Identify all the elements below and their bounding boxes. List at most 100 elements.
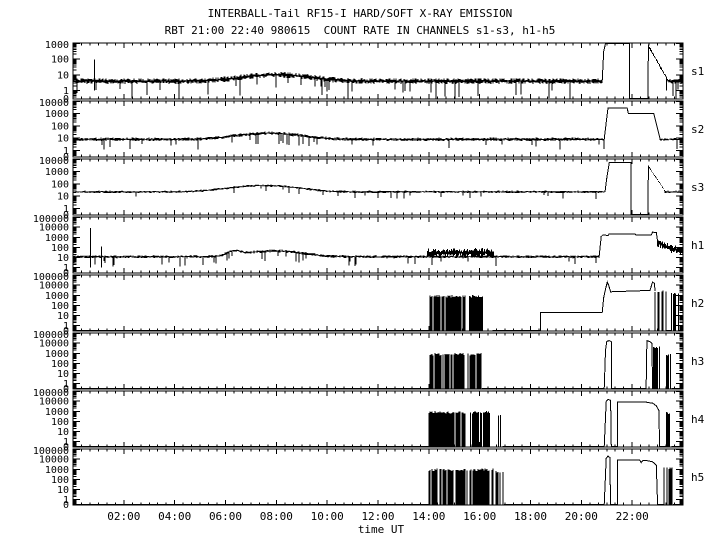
trace-s3-noisy — [664, 190, 683, 193]
y-tick-label: 1000 — [45, 291, 69, 302]
y-tick-label: 10 — [57, 485, 69, 496]
trace-h4-line — [603, 398, 612, 448]
y-tick-label: 10 — [57, 134, 69, 145]
y-tick-label: 1000 — [45, 465, 69, 476]
trace-s2-noisy — [72, 131, 605, 150]
trace-h5-bursts — [469, 468, 494, 505]
panel-frame — [72, 216, 684, 274]
trace-h3-bursts — [467, 353, 482, 389]
y-tick-label: 10000 — [39, 281, 69, 292]
x-tick-label: 18:00 — [514, 510, 547, 523]
chart-subtitle: RBT 21:00 22:40 980615 COUNT RATE IN CHA… — [164, 24, 556, 37]
y-tick-label: 1000 — [45, 407, 69, 418]
trace-s3-noisy — [647, 165, 665, 191]
y-tick-label: 10 — [57, 253, 69, 264]
trace-h4-bursts — [428, 411, 466, 447]
y-tick-label: 10000 — [39, 339, 69, 350]
y-tick-label: 100 — [51, 475, 69, 486]
y-tick-label: 100000 — [33, 388, 69, 399]
y-tick-label: 100 — [51, 243, 69, 254]
y-tick-label: 100000 — [33, 272, 69, 283]
trace-h5-line — [603, 455, 612, 506]
y-tick-label: 1 — [63, 263, 69, 274]
trace-h5-bursts — [495, 470, 504, 505]
panel-ticks — [73, 449, 683, 505]
y-tick-label: 10 — [57, 70, 69, 81]
trace-h3-line — [645, 339, 653, 390]
y-tick-label: 1000 — [45, 109, 69, 120]
panel-ticks — [73, 333, 683, 389]
y-tick-label: 100 — [51, 359, 69, 370]
y-tick-label: 0 — [63, 210, 69, 221]
trace-h1-noisy — [72, 249, 600, 267]
trace-s2-line — [603, 107, 661, 140]
y-tick-label: 100000 — [33, 446, 69, 457]
panel-ticks — [73, 43, 683, 99]
trace-s1-noisy — [647, 44, 668, 91]
panel-frame — [72, 448, 684, 506]
y-tick-label: 10000 — [39, 223, 69, 234]
panel-s2 — [72, 100, 684, 158]
trace-h4-bursts — [470, 411, 490, 447]
trace-h2-bursts — [654, 290, 667, 331]
channel-label-h4: h4 — [691, 413, 705, 426]
trace-h4-line — [616, 401, 661, 448]
y-tick-label: 100 — [51, 301, 69, 312]
panel-h4 — [72, 390, 684, 448]
channel-label-s3: s3 — [691, 181, 704, 194]
y-tick-label: 0 — [63, 326, 69, 337]
y-tick-label: 0 — [63, 442, 69, 453]
trace-h1-noisy — [657, 240, 684, 255]
panel-ticks — [73, 391, 683, 447]
panel-frame — [72, 274, 684, 332]
trace-s3-line — [647, 166, 649, 216]
trace-h3-bursts — [653, 346, 660, 389]
trace-s3-noisy — [72, 184, 605, 200]
y-tick-label: 1 — [63, 379, 69, 390]
trace-h5-bursts — [428, 468, 468, 505]
channel-label-h1: h1 — [691, 239, 704, 252]
y-tick-label: 100000 — [33, 214, 69, 225]
panel-frame — [72, 42, 684, 100]
x-tick-label: 12:00 — [361, 510, 394, 523]
x-tick-label: 06:00 — [209, 510, 242, 523]
x-axis-title: time UT — [358, 523, 405, 536]
panel-h1 — [72, 216, 684, 274]
y-tick-label: 100 — [51, 54, 69, 65]
panel-h3 — [72, 332, 684, 390]
panel-ticks — [73, 101, 683, 157]
panel-frame — [72, 332, 684, 390]
channel-label-h3: h3 — [691, 355, 704, 368]
y-tick-label: 1 — [63, 86, 69, 97]
trace-s1-line — [647, 45, 649, 100]
trace-s1-noisy — [667, 78, 684, 99]
trace-s3-line — [604, 162, 632, 215]
x-tick-label: 22:00 — [616, 510, 649, 523]
trace-h3-line — [603, 340, 612, 390]
channel-label-s2: s2 — [691, 123, 704, 136]
x-tick-label: 20:00 — [565, 510, 598, 523]
trace-h2-bursts — [671, 292, 680, 331]
trace-h3-bursts — [666, 354, 671, 389]
x-tick-label: 16:00 — [463, 510, 496, 523]
panel-s3 — [72, 158, 684, 216]
y-tick-label: 0 — [63, 152, 69, 163]
y-tick-label: 1 — [63, 146, 69, 157]
panel-ticks — [73, 275, 683, 331]
panel-frame — [72, 158, 684, 216]
y-tick-label: 0 — [63, 500, 69, 511]
y-tick-label: 1 — [63, 437, 69, 448]
y-tick-label: 10 — [57, 427, 69, 438]
trace-h4-bursts — [498, 415, 502, 447]
trace-h2-line — [540, 280, 656, 331]
panel-h2 — [72, 274, 684, 332]
trace-h4-bursts — [666, 411, 670, 447]
y-tick-label: 1 — [63, 495, 69, 506]
y-tick-label: 10 — [57, 369, 69, 380]
trace-h2-bursts — [429, 295, 466, 331]
y-tick-label: 1 — [63, 321, 69, 332]
trace-s2-noisy — [659, 137, 683, 149]
y-tick-label: 1000 — [45, 167, 69, 178]
y-tick-label: 10000 — [39, 98, 69, 109]
